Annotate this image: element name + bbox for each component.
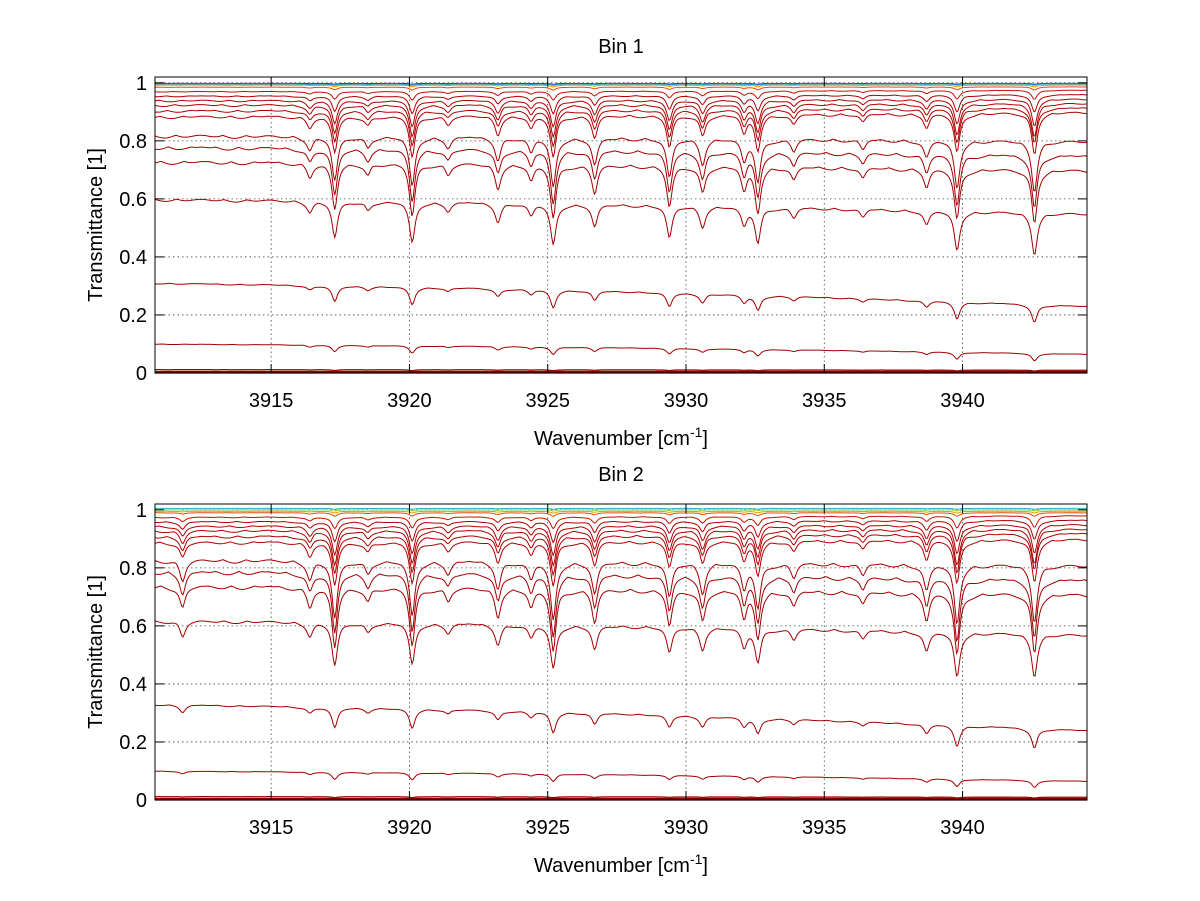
x-axis-label-text: Wavenumber [cm — [534, 428, 690, 450]
spectrum-line — [154, 89, 1088, 101]
spectrum-line — [154, 704, 1088, 748]
y-axis-label: Transmittance [1] — [85, 148, 107, 302]
x-tick-label: 3915 — [249, 817, 294, 839]
spectrum-line — [154, 532, 1088, 577]
x-tick-label: 3925 — [525, 390, 570, 412]
spectrum-line — [154, 146, 1088, 207]
spectrum-line — [154, 134, 1088, 192]
chart-bin-2: 3915 3920 3925 3930 3935 3940 00.20.40.60.81 … — [85, 464, 1088, 877]
y-tick-label: 0.6 — [119, 616, 147, 638]
y-tick-label: 1 — [136, 500, 147, 522]
spectrum-line — [154, 282, 1088, 323]
chart-bin-1: 3915 3920 3925 3930 3935 3940 00.20.40.60.81 … — [85, 36, 1088, 450]
y-tick-label: 0.2 — [119, 305, 147, 327]
y-tick-labels: 0 0.2 0.4 0.6 0.8 1 — [119, 73, 147, 385]
y-tick-label: 0.6 — [119, 189, 147, 211]
x-tick-label: 3930 — [664, 817, 709, 839]
x-tick-labels: 3915 3920 3925 3930 3935 3940 — [249, 390, 985, 412]
spectrum-line — [155, 510, 1088, 514]
x-tick-label: 3925 — [525, 817, 570, 839]
spectrum-line — [154, 509, 1088, 512]
chart-title: Bin 2 — [598, 464, 644, 486]
spectrum-line — [154, 102, 1088, 139]
x-tick-label: 3920 — [387, 817, 432, 839]
x-tick-label: 3935 — [802, 817, 847, 839]
spectrum-line — [154, 86, 1087, 91]
spectrum-line — [154, 770, 1088, 788]
spectrum-line — [155, 796, 1087, 799]
spectrum-line — [154, 538, 1088, 587]
x-tick-label: 3915 — [249, 390, 294, 412]
x-tick-label: 3940 — [940, 390, 985, 412]
y-tick-label: 0.4 — [119, 674, 147, 696]
spectrum-line — [154, 198, 1088, 255]
x-tick-label: 3935 — [802, 390, 847, 412]
spectrum-line — [154, 343, 1088, 362]
x-axis-label: Wavenumber [cm-1] — [534, 851, 708, 877]
x-tick-label: 3930 — [664, 390, 709, 412]
x-axis-label-text: Wavenumber [cm — [534, 855, 690, 877]
x-tick-label: 3940 — [940, 817, 985, 839]
spectrum-line — [154, 559, 1088, 625]
y-tick-label: 0.2 — [119, 732, 147, 754]
spectrum-line — [155, 83, 1088, 86]
y-tick-labels: 0 0.2 0.4 0.6 0.8 1 — [119, 500, 147, 812]
y-tick-label: 0.8 — [119, 558, 147, 580]
spectrum-line — [155, 84, 1088, 88]
spectrum-line — [154, 528, 1088, 568]
spectrum-line — [154, 107, 1088, 149]
y-tick-label: 0 — [136, 363, 147, 385]
x-axis-label-superscript: -1 — [690, 424, 703, 440]
spectrum-line — [155, 82, 1087, 85]
spectrum-line — [154, 111, 1088, 159]
tick-marks — [155, 77, 1087, 374]
y-tick-label: 1 — [136, 73, 147, 95]
spectrum-line — [154, 369, 1087, 372]
y-axis-label: Transmittance [1] — [85, 575, 107, 729]
series-group — [154, 82, 1088, 374]
spectrum-line — [154, 620, 1088, 677]
plot-area — [155, 504, 1087, 800]
spectrum-line — [154, 524, 1088, 558]
spectrum-line — [154, 515, 1088, 530]
plot-area — [155, 77, 1087, 373]
spectrum-line — [154, 519, 1088, 544]
spectrum-line — [154, 160, 1088, 223]
x-axis-label: Wavenumber [cm-1] — [534, 424, 708, 450]
y-tick-label: 0.8 — [119, 131, 147, 153]
spectrum-line — [154, 507, 1087, 510]
tick-marks — [155, 504, 1087, 801]
x-tick-labels: 3915 3920 3925 3930 3935 3940 — [249, 817, 985, 839]
y-tick-label: 0 — [136, 790, 147, 812]
x-tick-label: 3920 — [387, 390, 432, 412]
y-tick-label: 0.4 — [119, 247, 147, 269]
spectrum-line — [154, 570, 1088, 643]
plot-frame — [154, 503, 1088, 801]
x-axis-label-superscript: -1 — [690, 851, 703, 867]
x-axis-label-bracket: ] — [702, 428, 708, 450]
chart-title: Bin 1 — [598, 36, 644, 58]
plot-frame — [154, 76, 1088, 374]
series-group — [154, 507, 1088, 801]
spectrum-line — [154, 585, 1088, 656]
spectrum-line — [154, 98, 1088, 129]
spectrum-line — [154, 94, 1088, 115]
x-axis-label-bracket: ] — [702, 855, 708, 877]
spectrum-line — [154, 512, 1087, 517]
